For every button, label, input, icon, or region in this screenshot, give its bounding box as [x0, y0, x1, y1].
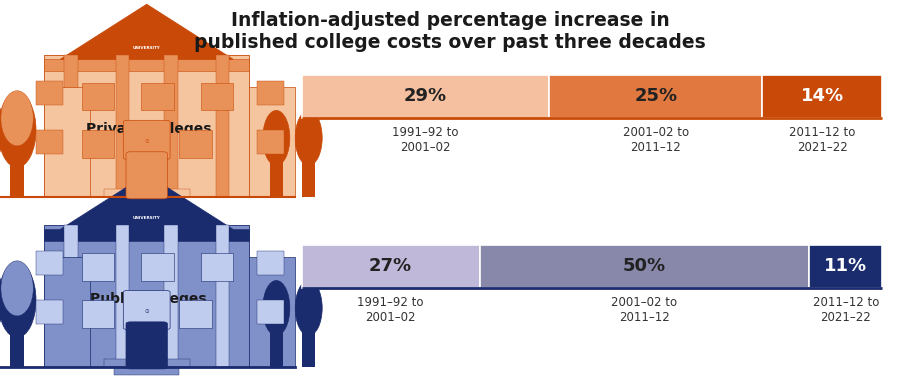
Bar	[257, 251, 284, 274]
Text: Private colleges: Private colleges	[86, 122, 212, 136]
FancyBboxPatch shape	[123, 120, 170, 160]
Bar	[104, 189, 190, 197]
Bar	[141, 253, 174, 280]
Ellipse shape	[263, 110, 290, 166]
Bar	[82, 300, 114, 328]
FancyBboxPatch shape	[123, 290, 170, 330]
Polygon shape	[60, 4, 233, 59]
Bar	[179, 300, 212, 328]
Ellipse shape	[1, 261, 33, 316]
Bar	[480, 245, 809, 288]
Text: Public colleges: Public colleges	[90, 292, 207, 306]
Bar	[216, 225, 229, 367]
Bar	[249, 257, 295, 367]
Bar	[257, 81, 284, 105]
Bar	[82, 130, 114, 158]
Bar	[302, 158, 315, 197]
Bar	[115, 56, 130, 197]
Ellipse shape	[1, 91, 33, 146]
Text: ⊙: ⊙	[144, 139, 149, 144]
Bar	[302, 328, 315, 367]
Bar	[36, 81, 63, 105]
Bar	[44, 257, 90, 367]
Ellipse shape	[0, 93, 4, 167]
Bar	[164, 225, 178, 367]
Text: 14%: 14%	[801, 87, 844, 105]
Ellipse shape	[0, 91, 1, 146]
Ellipse shape	[0, 263, 36, 338]
Bar	[82, 83, 114, 110]
Text: 25%: 25%	[634, 87, 678, 105]
Ellipse shape	[0, 93, 36, 167]
Bar	[201, 253, 233, 280]
Text: 1991–92 to
2001–02: 1991–92 to 2001–02	[392, 125, 458, 154]
Bar	[270, 328, 283, 367]
Polygon shape	[60, 174, 233, 229]
Bar	[44, 59, 249, 71]
Ellipse shape	[295, 280, 322, 336]
Ellipse shape	[0, 263, 4, 338]
Ellipse shape	[263, 280, 290, 336]
Text: UNIVERSITY: UNIVERSITY	[133, 45, 160, 50]
Ellipse shape	[0, 261, 1, 316]
Text: 29%: 29%	[404, 87, 446, 105]
Bar	[302, 245, 480, 288]
Text: 2001–02 to
2011–12: 2001–02 to 2011–12	[611, 296, 678, 324]
Ellipse shape	[295, 110, 322, 166]
Bar	[65, 225, 78, 367]
Bar	[36, 130, 63, 153]
Bar	[104, 359, 190, 367]
Text: 11%: 11%	[824, 257, 868, 276]
Bar	[164, 56, 178, 197]
FancyBboxPatch shape	[126, 152, 167, 199]
Text: UNIVERSITY: UNIVERSITY	[133, 215, 160, 220]
Bar	[44, 87, 90, 197]
Bar	[179, 130, 212, 158]
FancyBboxPatch shape	[126, 322, 167, 369]
Text: 2011–12 to
2021–22: 2011–12 to 2021–22	[813, 296, 879, 324]
Bar	[216, 56, 229, 197]
Bar	[82, 253, 114, 280]
Bar	[549, 75, 762, 118]
Bar	[114, 367, 179, 375]
Bar	[44, 225, 249, 367]
Bar	[302, 75, 549, 118]
Bar	[249, 87, 295, 197]
Text: 2001–02 to
2011–12: 2001–02 to 2011–12	[623, 125, 688, 154]
Bar	[141, 83, 174, 110]
Bar	[36, 251, 63, 274]
Bar	[762, 75, 882, 118]
Bar	[65, 56, 78, 197]
Bar	[115, 225, 130, 367]
Text: 1991–92 to
2001–02: 1991–92 to 2001–02	[357, 296, 424, 324]
Bar	[257, 130, 284, 153]
Text: 2011–12 to
2021–22: 2011–12 to 2021–22	[789, 125, 855, 154]
Bar	[11, 318, 24, 367]
Bar	[201, 83, 233, 110]
Bar	[44, 229, 249, 241]
Bar	[36, 300, 63, 324]
Bar	[11, 148, 24, 197]
Text: 27%: 27%	[369, 257, 412, 276]
Bar	[257, 300, 284, 324]
Text: 50%: 50%	[623, 257, 666, 276]
Bar	[270, 158, 283, 197]
Bar	[809, 245, 882, 288]
Text: Inflation-adjusted percentage increase in
published college costs over past thre: Inflation-adjusted percentage increase i…	[194, 11, 706, 52]
Text: ⊙: ⊙	[144, 310, 149, 314]
Bar	[114, 197, 179, 205]
Bar	[44, 56, 249, 197]
